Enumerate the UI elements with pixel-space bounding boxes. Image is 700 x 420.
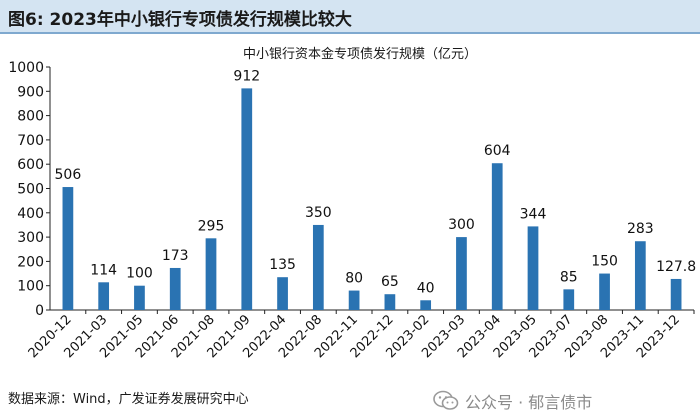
data-source-note: 数据来源：Wind，广发证券发展研究中心 [8,392,249,407]
data-label: 127.8 [656,259,696,275]
bar [277,277,288,310]
figure-header: 图6: 2023年中小银行专项债发行规模比较大 [0,0,700,34]
bar [98,282,110,310]
bar [62,187,74,310]
data-label: 283 [627,221,654,237]
bar [456,237,467,310]
data-label: 85 [560,269,578,285]
data-label: 65 [381,274,399,290]
bar [634,241,646,310]
wechat-icon [433,390,459,410]
bar [670,278,682,310]
watermark-text: 公众号 · 郁言债市 [465,393,593,412]
bar [491,163,503,310]
bar [169,267,181,310]
bar-series [62,88,682,310]
bar-chart: 中小银行资本金专项债发行规模（亿元） 0 100 200 300 400 500 600 70… [8,46,697,361]
chart-title: 中小银行资本金专项债发行规模（亿元） [243,46,477,62]
data-label: 150 [591,254,618,270]
data-label: 173 [162,248,189,264]
y-tick-label: 600 [17,157,44,173]
y-tick-label: 400 [17,206,44,222]
data-label: 40 [417,280,435,296]
data-label: 912 [233,68,260,84]
bar [599,273,610,310]
y-tick-label: 900 [17,84,44,100]
data-label: 114 [90,262,117,278]
figure-title: 图6: 2023年中小银行专项债发行规模比较大 [8,10,352,30]
y-tick-label: 200 [17,254,44,270]
x-axis-ticks: 2020-122021-032021-052021-062021-082021-… [26,310,695,361]
data-label: 506 [55,167,82,183]
bar [563,289,575,310]
data-labels: 506 114 100 173 295 912 135 350 80 65 40 300 604 344 8… [55,68,697,296]
y-tick-label: 700 [17,133,44,149]
bar [527,226,539,310]
y-tick-label: 500 [17,182,44,198]
y-axis-ticks: 0 100 200 300 400 500 600 700 800 900 1000 [8,60,50,319]
y-tick-label: 1000 [8,60,44,76]
watermark: 公众号 · 郁言债市 [433,386,592,416]
data-label: 344 [520,206,547,222]
y-tick-label: 100 [17,279,44,295]
y-tick-label: 300 [17,230,44,246]
data-label: 300 [448,217,475,233]
data-label: 604 [484,143,511,159]
data-label: 295 [198,218,225,234]
bar [205,238,217,310]
bar [420,300,432,310]
data-label: 135 [269,257,296,273]
data-label: 80 [345,271,363,287]
bar [134,285,145,310]
y-tick-label: 800 [17,109,44,125]
y-tick-label: 0 [35,303,44,319]
data-label: 350 [305,205,332,221]
data-label: 100 [126,266,153,282]
bar [348,290,360,310]
bar [241,88,253,310]
bar [384,294,396,310]
bar [312,224,324,310]
